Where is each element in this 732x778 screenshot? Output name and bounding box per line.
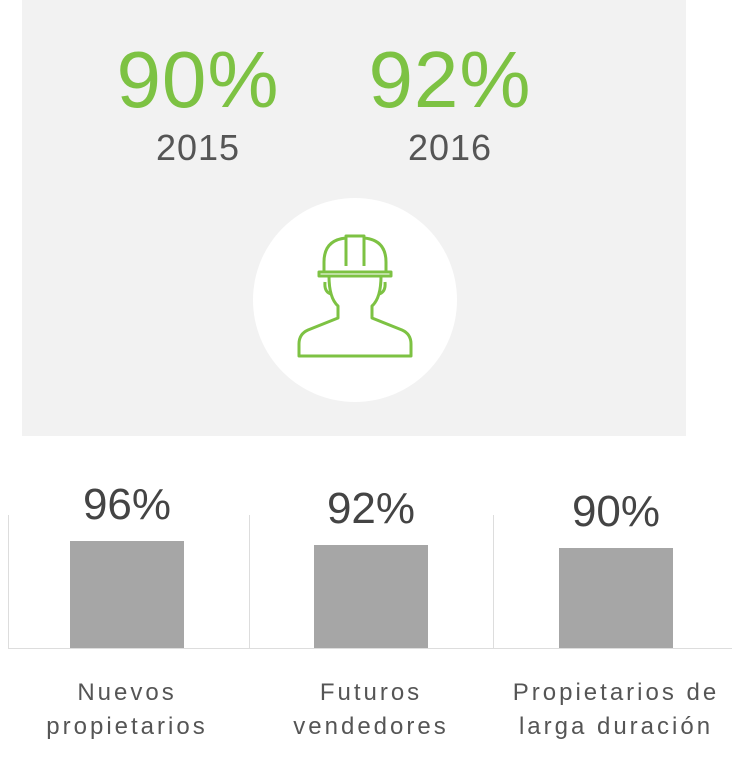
separator (249, 515, 250, 648)
baseline (8, 648, 732, 649)
category-label: Nuevos propietarios (46, 679, 208, 740)
highlight-year: 2015 (155, 127, 241, 168)
value-label: 96% (82, 479, 172, 529)
highlight-year: 2016 (407, 127, 493, 168)
value-label: 92% (326, 484, 416, 534)
bar (314, 545, 428, 648)
bar (559, 547, 673, 648)
separator (8, 515, 9, 648)
bar (70, 540, 184, 648)
worker-figure (297, 234, 413, 358)
separator (493, 515, 494, 648)
highlight-percent: 92% (368, 35, 532, 124)
category-label: Futuros vendedores (293, 679, 449, 740)
highlight-percent: 90% (116, 35, 280, 124)
category-label: Propietarios de larga duración (512, 679, 720, 740)
icon-circle (253, 198, 457, 402)
worker-icon (253, 198, 457, 402)
value-label: 90% (571, 486, 661, 536)
